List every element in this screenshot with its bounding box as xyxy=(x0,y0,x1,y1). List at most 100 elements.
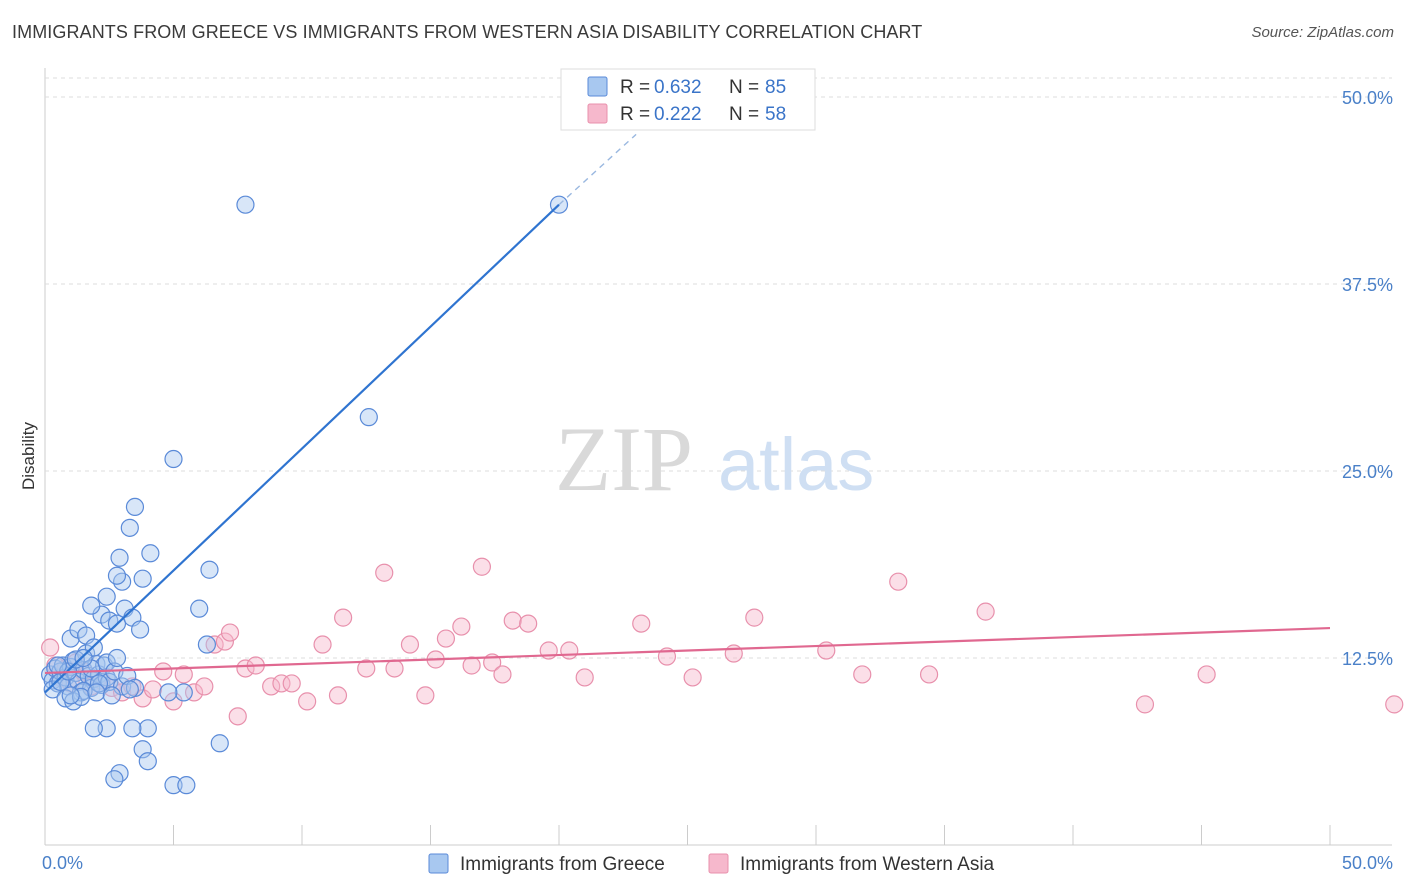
legend-n-value-2: 58 xyxy=(765,104,786,125)
y-tick-label: 25.0% xyxy=(1342,462,1393,482)
point-western-asia xyxy=(452,617,471,636)
legend-r-value-1: 0.632 xyxy=(654,77,702,98)
point-greece xyxy=(48,656,67,675)
legend-swatch-greece xyxy=(587,76,608,97)
legend-n-value-1: 85 xyxy=(765,77,786,98)
trend-line-greece xyxy=(44,203,560,694)
point-western-asia xyxy=(195,677,214,696)
point-greece xyxy=(120,680,139,699)
watermark-zip: ZIP xyxy=(555,408,693,510)
y-tick-label: 37.5% xyxy=(1342,275,1393,295)
point-western-asia xyxy=(328,686,348,705)
watermark: ZIP atlas xyxy=(555,408,874,510)
trend-lines xyxy=(44,133,1331,694)
point-greece xyxy=(61,686,80,705)
point-western-asia xyxy=(472,557,491,576)
chart-title: IMMIGRANTS FROM GREECE VS IMMIGRANTS FRO… xyxy=(12,22,923,42)
top-legend: R = 0.632 N = 85 R = 0.222 N = 58 xyxy=(560,68,816,131)
point-western-asia xyxy=(853,665,872,684)
point-greece xyxy=(159,683,178,702)
point-greece xyxy=(110,548,129,567)
point-western-asia xyxy=(632,614,651,633)
point-western-asia xyxy=(154,662,173,681)
point-western-asia xyxy=(220,623,240,642)
point-western-asia xyxy=(976,602,995,621)
point-greece xyxy=(138,752,157,771)
point-western-asia xyxy=(282,674,301,693)
point-greece xyxy=(107,566,127,585)
bottom-legend-label-greece: Immigrants from Greece xyxy=(460,854,665,875)
x-tick-label: 0.0% xyxy=(42,853,83,873)
y-tick-label: 50.0% xyxy=(1342,88,1393,108)
point-greece xyxy=(138,719,157,738)
point-western-asia xyxy=(889,572,908,591)
point-greece xyxy=(82,596,101,615)
point-western-asia xyxy=(228,707,247,726)
point-greece xyxy=(190,599,209,618)
point-western-asia xyxy=(745,608,764,627)
point-western-asia xyxy=(41,638,60,657)
point-western-asia xyxy=(436,629,456,648)
axis-ticks: 12.5% 25.0% 37.5% 50.0% 0.0% 50.0% xyxy=(42,88,1393,873)
legend-r-value-2: 0.222 xyxy=(654,104,702,125)
bottom-legend: Immigrants from Greece Immigrants from W… xyxy=(428,853,995,875)
point-greece xyxy=(66,650,85,669)
point-western-asia xyxy=(683,668,702,687)
point-western-asia xyxy=(462,656,481,675)
point-western-asia xyxy=(1135,695,1155,714)
point-western-asia xyxy=(236,659,255,678)
point-western-asia xyxy=(215,632,234,651)
point-greece xyxy=(84,719,103,738)
trend-line-western-asia xyxy=(44,626,1331,675)
point-greece xyxy=(97,587,116,606)
point-western-asia xyxy=(503,611,522,630)
point-greece xyxy=(210,734,229,753)
point-western-asia xyxy=(272,674,291,693)
point-greece xyxy=(123,719,142,738)
point-western-asia xyxy=(313,635,332,654)
point-western-asia xyxy=(575,668,594,687)
point-western-asia xyxy=(298,692,317,711)
point-greece xyxy=(177,776,196,795)
point-greece xyxy=(74,648,93,668)
point-western-asia xyxy=(416,686,435,705)
y-tick-label: 12.5% xyxy=(1342,649,1393,669)
y-axis-label: Disability xyxy=(19,421,38,490)
point-greece xyxy=(164,776,183,795)
point-western-asia xyxy=(919,665,939,684)
point-greece xyxy=(174,683,193,702)
series-western-asia xyxy=(41,557,1404,726)
point-western-asia xyxy=(262,677,281,696)
legend-swatch-western-asia xyxy=(587,103,608,124)
point-western-asia xyxy=(1385,695,1404,714)
bottom-legend-swatch-western-asia xyxy=(708,853,729,874)
watermark-atlas: atlas xyxy=(718,423,874,506)
legend-n-label-2: N = xyxy=(729,104,759,125)
point-western-asia xyxy=(184,683,204,702)
point-greece xyxy=(133,740,152,759)
point-greece xyxy=(97,719,116,738)
bottom-legend-label-western-asia: Immigrants from Western Asia xyxy=(740,854,995,875)
point-western-asia xyxy=(334,608,353,627)
point-greece xyxy=(120,518,139,537)
point-western-asia xyxy=(164,692,183,711)
point-western-asia xyxy=(385,659,404,678)
point-western-asia xyxy=(143,680,163,699)
x-tick-label: 50.0% xyxy=(1342,853,1393,873)
bottom-legend-swatch-greece xyxy=(428,853,449,874)
point-greece xyxy=(43,680,62,699)
point-greece xyxy=(141,544,160,563)
point-greece xyxy=(110,764,129,783)
point-western-asia xyxy=(1197,665,1216,684)
point-greece xyxy=(105,770,124,789)
point-greece xyxy=(125,497,145,517)
point-greece xyxy=(133,569,152,588)
legend-r-label-2: R = xyxy=(620,104,650,125)
point-western-asia xyxy=(357,659,376,678)
point-western-asia xyxy=(493,665,512,684)
point-western-asia xyxy=(724,644,743,663)
point-western-asia xyxy=(560,641,579,660)
legend-n-label-1: N = xyxy=(729,77,759,98)
point-western-asia xyxy=(174,665,193,684)
